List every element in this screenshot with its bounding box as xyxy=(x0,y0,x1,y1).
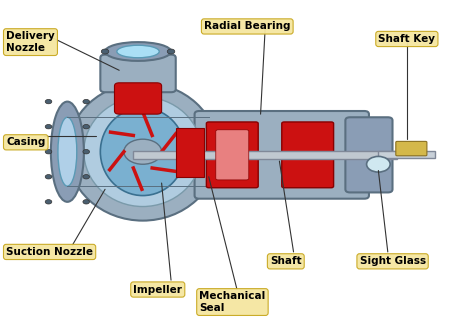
Bar xyxy=(378,151,435,158)
Text: Casing: Casing xyxy=(6,137,46,147)
Circle shape xyxy=(124,139,162,164)
Text: Shaft Key: Shaft Key xyxy=(378,34,435,44)
Text: Delivery
Nozzle: Delivery Nozzle xyxy=(6,31,55,53)
Circle shape xyxy=(83,200,90,204)
Bar xyxy=(133,151,397,158)
FancyBboxPatch shape xyxy=(115,83,162,114)
FancyBboxPatch shape xyxy=(282,122,334,188)
Circle shape xyxy=(366,156,390,172)
FancyBboxPatch shape xyxy=(216,130,249,180)
Circle shape xyxy=(45,125,52,129)
Ellipse shape xyxy=(51,102,84,202)
Text: Suction Nozzle: Suction Nozzle xyxy=(6,247,93,257)
Circle shape xyxy=(83,150,90,154)
Ellipse shape xyxy=(67,83,218,221)
Text: Mechanical
Seal: Mechanical Seal xyxy=(199,291,265,313)
FancyBboxPatch shape xyxy=(195,111,369,199)
FancyBboxPatch shape xyxy=(396,141,427,156)
Circle shape xyxy=(83,175,90,179)
Ellipse shape xyxy=(84,97,201,207)
Text: Sight Glass: Sight Glass xyxy=(359,256,426,266)
Circle shape xyxy=(83,100,90,104)
Circle shape xyxy=(167,49,175,54)
Text: Impeller: Impeller xyxy=(133,285,182,294)
Circle shape xyxy=(45,200,52,204)
Bar xyxy=(176,128,204,177)
Ellipse shape xyxy=(105,42,171,61)
Text: Shaft: Shaft xyxy=(270,256,301,266)
Ellipse shape xyxy=(100,108,185,196)
FancyBboxPatch shape xyxy=(346,117,392,192)
Circle shape xyxy=(45,100,52,104)
Ellipse shape xyxy=(58,117,77,186)
Text: Radial Bearing: Radial Bearing xyxy=(204,22,291,31)
Circle shape xyxy=(101,49,109,54)
Ellipse shape xyxy=(117,45,159,58)
FancyBboxPatch shape xyxy=(100,55,176,92)
Circle shape xyxy=(83,125,90,129)
FancyBboxPatch shape xyxy=(206,122,258,188)
Circle shape xyxy=(45,150,52,154)
Circle shape xyxy=(45,175,52,179)
